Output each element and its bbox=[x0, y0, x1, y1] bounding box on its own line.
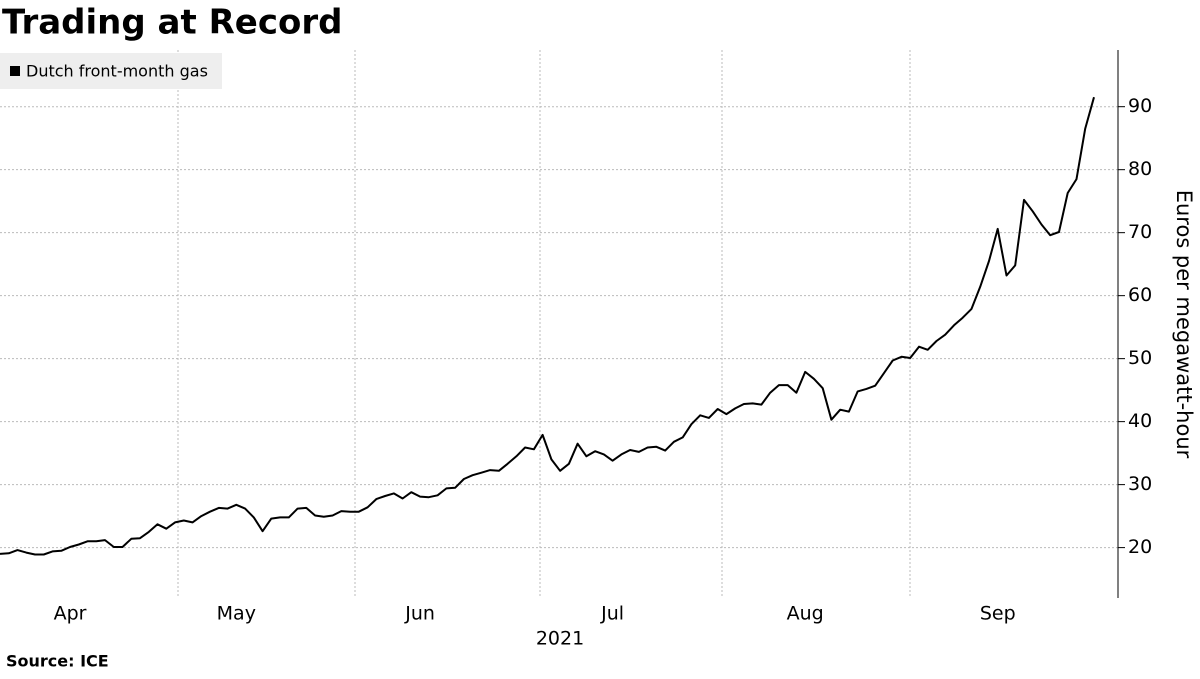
y-tick-label: 40 bbox=[1128, 410, 1152, 432]
legend-label: Dutch front-month gas bbox=[26, 62, 208, 81]
legend-swatch bbox=[10, 66, 20, 76]
x-axis-label: 2021 bbox=[536, 628, 584, 650]
line bbox=[0, 96, 1095, 556]
y-tick-label: 60 bbox=[1128, 284, 1152, 306]
x-tick-label: Sep bbox=[980, 603, 1016, 625]
x-tick-label: Apr bbox=[54, 603, 87, 625]
y-tick-label: 90 bbox=[1128, 95, 1152, 117]
legend-box bbox=[0, 53, 222, 89]
y-tick-label: 30 bbox=[1128, 473, 1152, 495]
x-tick-label: Aug bbox=[787, 603, 824, 625]
y-tick-label: 20 bbox=[1128, 536, 1152, 558]
y-tick-label: 70 bbox=[1128, 221, 1152, 243]
x-tick-label: May bbox=[217, 603, 256, 625]
y-tick-label: 50 bbox=[1128, 347, 1152, 369]
chart-title: Trading at Record bbox=[2, 3, 342, 43]
y-tick-label: 80 bbox=[1128, 158, 1152, 180]
legend: Dutch front-month gas bbox=[0, 53, 222, 89]
x-tick-label: Jun bbox=[404, 603, 435, 625]
x-tick-label: Jul bbox=[600, 603, 624, 625]
y-axis-label: Euros per megawatt-hour bbox=[1172, 190, 1196, 459]
source: Source: ICE bbox=[6, 652, 109, 671]
